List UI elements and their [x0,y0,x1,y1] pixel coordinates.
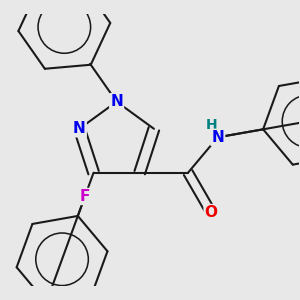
Text: O: O [205,205,218,220]
Text: F: F [80,189,90,204]
Text: N: N [73,121,86,136]
Text: N: N [110,94,123,109]
Text: N: N [212,130,224,145]
Text: H: H [206,118,218,132]
